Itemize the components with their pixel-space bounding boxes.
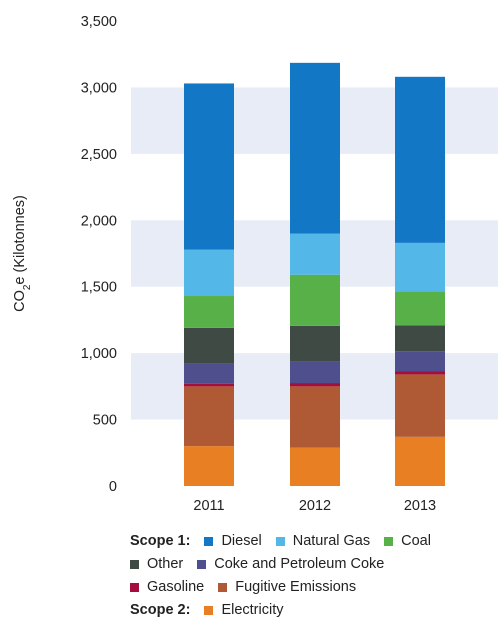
legend-item: Diesel: [204, 530, 262, 553]
legend-item: Electricity: [204, 599, 283, 622]
legend-label: Coke and Petroleum Coke: [214, 556, 385, 572]
stacked-bar-chart: 0 500 1,000 1,500 2,000 2,500 3,000 3,500 CO2e (…: [12, 14, 498, 514]
bar-segment-coal-2012: [290, 274, 340, 326]
legend-label: Natural Gas: [292, 533, 371, 549]
bar-segment-natural-gas-2011: [184, 249, 234, 297]
y-tick-label: 1,500: [81, 280, 117, 296]
bar-segment-electricity-2013: [395, 436, 445, 486]
legend-item: Coal: [384, 530, 431, 553]
y-axis-label: CO2e (Kilotonnes): [12, 195, 33, 312]
legend-swatch: [197, 560, 207, 569]
chart-legend: Scope 1: Diesel Natural Gas Coal Other Coke a…: [130, 530, 495, 622]
bar-segment-coke-and-petroleum-coke-2012: [290, 361, 340, 384]
bar-segment-natural-gas-2012: [290, 233, 340, 275]
bar-segment-gasoline-2012: [290, 383, 340, 387]
y-tick-label: 2,000: [81, 213, 117, 229]
x-tick-label: 2013: [404, 498, 436, 514]
bar-segment-fugitive-emissions-2012: [290, 386, 340, 448]
bar-segment-other-2012: [290, 325, 340, 362]
y-tick-label: 3,500: [81, 14, 117, 30]
bar-segment-other-2011: [184, 327, 234, 364]
legend-label: Fugitive Emissions: [235, 579, 357, 595]
legend-label: Diesel: [221, 533, 262, 549]
bar-segment-diesel-2013: [395, 76, 445, 243]
legend-item: Gasoline: [130, 576, 204, 599]
legend-item: Fugitive Emissions: [218, 576, 356, 599]
bar-segment-coal-2013: [395, 291, 445, 326]
legend-label: Electricity: [221, 602, 284, 618]
y-tick-label: 3,000: [81, 80, 117, 96]
legend-label: Gasoline: [147, 579, 205, 595]
legend-swatch: [275, 537, 285, 546]
bar-segment-electricity-2011: [184, 446, 234, 486]
legend-scope-heading: Scope 2:: [130, 602, 191, 618]
y-tick-label: 500: [93, 413, 117, 429]
bar-segment-electricity-2012: [290, 447, 340, 486]
bar-segment-other-2013: [395, 325, 445, 352]
bar-segment-fugitive-emissions-2011: [184, 386, 234, 447]
legend-item: Other: [130, 553, 183, 576]
bar-segment-natural-gas-2013: [395, 242, 445, 292]
bar-segment-fugitive-emissions-2013: [395, 374, 445, 437]
bar-segment-coke-and-petroleum-coke-2013: [395, 351, 445, 372]
legend-row: Scope 1: Diesel Natural Gas Coal: [130, 530, 495, 553]
bar-segment-gasoline-2013: [395, 371, 445, 375]
legend-swatch: [218, 583, 228, 592]
legend-swatch: [130, 583, 139, 592]
y-tick-label: 2,500: [81, 147, 117, 163]
legend-item: Natural Gas: [275, 530, 371, 553]
x-tick-label: 2011: [193, 498, 224, 514]
legend-label: Other: [147, 556, 184, 572]
legend-label: Coal: [401, 533, 431, 549]
bar-segment-diesel-2012: [290, 62, 340, 234]
y-tick-label: 0: [109, 479, 117, 495]
bar-segment-coal-2011: [184, 296, 234, 328]
legend-swatch: [204, 537, 214, 546]
legend-row: Gasoline Fugitive Emissions: [130, 576, 495, 599]
bar-segment-coke-and-petroleum-coke-2011: [184, 363, 234, 384]
legend-swatch: [130, 560, 139, 569]
legend-row: Scope 2: Electricity: [130, 599, 495, 622]
bar-segment-gasoline-2011: [184, 383, 234, 387]
bar-segment-diesel-2011: [184, 83, 234, 250]
legend-scope-heading: Scope 1:: [130, 533, 191, 549]
x-tick-label: 2012: [299, 498, 331, 514]
legend-item: Coke and Petroleum Coke: [197, 553, 384, 576]
legend-row: Other Coke and Petroleum Coke: [130, 553, 495, 576]
legend-swatch: [384, 537, 394, 546]
legend-swatch: [204, 606, 214, 615]
y-tick-label: 1,000: [81, 346, 117, 362]
